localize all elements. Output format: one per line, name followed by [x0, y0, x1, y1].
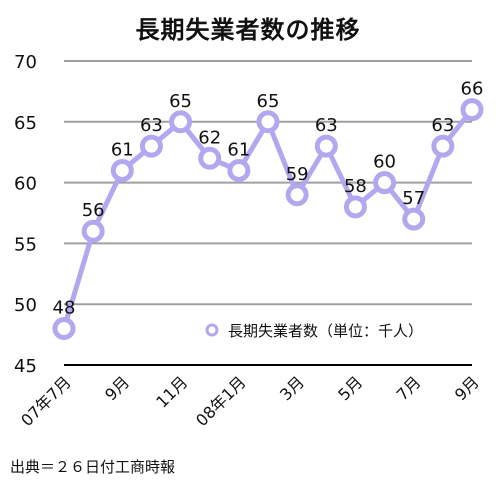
- legend-label: 長期失業者数（単位：千人）: [228, 322, 423, 340]
- data-label: 56: [82, 200, 105, 221]
- data-label: 63: [431, 115, 454, 136]
- data-label: 61: [227, 139, 250, 160]
- data-point: [460, 98, 484, 122]
- y-tick-label: 50: [14, 295, 37, 316]
- x-tick-label: 7月: [393, 372, 425, 404]
- y-tick-label: 45: [14, 356, 37, 377]
- data-point: [110, 158, 134, 182]
- data-label: 59: [286, 164, 309, 185]
- x-tick-label: 9月: [451, 372, 483, 404]
- data-label: 65: [257, 91, 280, 112]
- x-tick-label: 11月: [152, 372, 191, 411]
- data-label: 61: [111, 139, 134, 160]
- y-tick-label: 55: [14, 234, 37, 255]
- data-point: [169, 110, 193, 134]
- x-tick-label: 9月: [101, 372, 133, 404]
- data-point: [373, 171, 397, 195]
- data-point: [285, 183, 309, 207]
- data-point: [227, 158, 251, 182]
- data-label: 48: [53, 298, 76, 319]
- data-point: [198, 146, 222, 170]
- y-tick-label: 65: [14, 113, 37, 134]
- x-tick-label: 5月: [334, 372, 366, 404]
- data-label: 62: [198, 127, 221, 148]
- data-label: 63: [140, 115, 163, 136]
- data-point: [81, 219, 105, 243]
- x-tick-label: 07年7月: [17, 372, 75, 430]
- data-label: 58: [344, 176, 367, 197]
- data-point: [402, 207, 426, 231]
- data-point: [52, 317, 76, 341]
- y-tick-label: 60: [14, 174, 37, 195]
- data-label: 66: [461, 79, 484, 100]
- x-tick-label: 08年1月: [192, 372, 250, 430]
- data-label: 65: [169, 91, 192, 112]
- data-point: [314, 134, 338, 158]
- chart-title: 長期失業者数の推移: [135, 16, 361, 44]
- data-point: [139, 134, 163, 158]
- data-label: 60: [373, 152, 396, 173]
- data-label: 57: [402, 188, 425, 209]
- x-tick-label: 3月: [276, 372, 308, 404]
- data-point: [343, 195, 367, 219]
- data-point: [256, 110, 280, 134]
- data-point: [431, 134, 455, 158]
- y-tick-label: 70: [14, 52, 37, 73]
- data-label: 63: [315, 115, 338, 136]
- source-note: 出典＝２６日付工商時報: [10, 458, 176, 476]
- legend-marker: [205, 323, 219, 337]
